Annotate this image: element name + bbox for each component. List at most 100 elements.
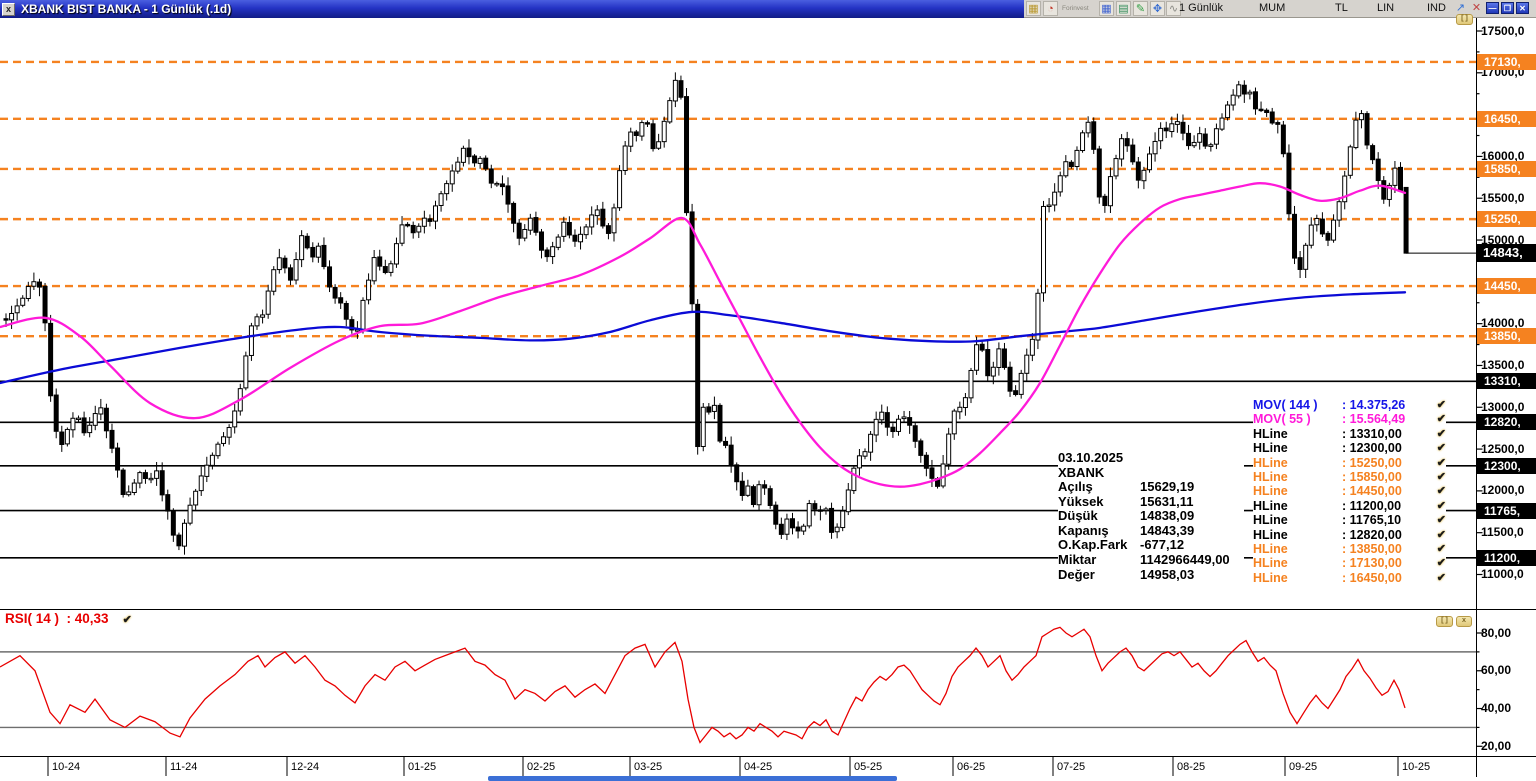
legend-row[interactable]: HLine: 15850,00 ✔ (1253, 470, 1446, 484)
x-axis-month-label: 10-25 (1402, 761, 1431, 773)
x-axis-month-label: 12-24 (291, 761, 320, 773)
legend-row[interactable]: HLine: 13310,00 ✔ (1253, 427, 1446, 441)
x-axis-month-label: 11-24 (170, 761, 198, 773)
indicator-menu[interactable]: IND (1427, 2, 1446, 14)
forinvest-logo[interactable]: Forinvest (1062, 5, 1089, 12)
legend-row-value: : 17130,00 (1342, 556, 1402, 571)
legend-row[interactable]: HLine: 14450,00 ✔ (1253, 484, 1446, 498)
indicator-wave-icon[interactable]: ∿ (1166, 1, 1181, 16)
x-axis-month-label: 01-25 (408, 761, 437, 773)
info-row-label: Yüksek (1058, 493, 1104, 509)
legend-row-name: MOV( 144 ) (1253, 398, 1318, 412)
legend-row[interactable]: MOV( 55 ): 15.564,49 ✔ (1253, 412, 1446, 426)
tools-icon[interactable]: ✕ (1471, 2, 1482, 14)
draw-pencil-icon[interactable]: ✎ (1133, 1, 1148, 16)
rsi-pane-maximize-button[interactable]: [] (1436, 616, 1453, 627)
legend-row-value: : 13310,00 (1342, 426, 1402, 441)
hline-price-badge: 17130, (1477, 53, 1536, 70)
info-row: Açılış 15629,19 (1058, 479, 1244, 495)
price-tick-label: 13000,0 (1481, 399, 1525, 414)
legend-row-name: HLine (1253, 556, 1288, 571)
legend-row[interactable]: HLine: 16450,00 ✔ (1253, 571, 1446, 585)
legend-check-icon[interactable]: ✔ (1436, 542, 1446, 555)
price-tick-label: 13500,0 (1481, 357, 1525, 372)
price-tick-label: 15000,0 (1481, 232, 1525, 247)
legend-row-value: : 15850,00 (1342, 469, 1402, 484)
info-row-label: Kapanış (1058, 522, 1109, 538)
hline-price-badge: 11200, (1477, 549, 1536, 566)
legend-check-icon[interactable]: ✔ (1436, 413, 1446, 426)
hline-price-badge: 16450, (1477, 110, 1536, 127)
legend-row[interactable]: MOV( 144 ) : 14.375,26 ✔ (1253, 398, 1446, 412)
legend-row[interactable]: HLine: 13850,00 ✔ (1253, 542, 1446, 556)
legend-row[interactable]: HLine : 12300,00 ✔ (1253, 441, 1446, 455)
legend-check-icon[interactable]: ✔ (1436, 456, 1446, 469)
rsi-pane-close-button[interactable]: x (1456, 616, 1472, 627)
legend-check-icon[interactable]: ✔ (1436, 442, 1446, 455)
legend-check-icon[interactable]: ✔ (1436, 557, 1446, 570)
hline-price-badge: 14450, (1477, 278, 1536, 295)
info-row: Yüksek 15631,11 (1058, 493, 1244, 510)
legend-check-icon[interactable]: ✔ (1436, 485, 1446, 498)
legend-row-value: : 14450,00 (1342, 484, 1402, 499)
h-scrollbar-thumb[interactable] (488, 776, 897, 781)
legend-row-value: : 16450,00 (1342, 570, 1402, 585)
matrix-grid-icon[interactable]: ▦ (1099, 1, 1114, 16)
legend-row[interactable]: HLine: 11200,00 ✔ (1253, 499, 1446, 513)
x-axis-month-label: 08-25 (1177, 761, 1206, 773)
chart-style-menu[interactable]: MUM (1259, 2, 1286, 14)
rsi-tick-label: 60,00 (1481, 663, 1512, 678)
legend-row-name: HLine (1253, 441, 1288, 456)
titlebar-close-icon[interactable]: x (2, 2, 15, 16)
legend-check-icon[interactable]: ✔ (1436, 427, 1446, 440)
legend-row-name: HLine (1253, 541, 1288, 556)
top-bar: x XBANK BIST BANKA - 1 Günlük (.1d) ▦ ◔ Fo… (0, 0, 1536, 18)
legend-check-icon[interactable]: ✔ (1436, 399, 1446, 411)
legend-check-icon[interactable]: ✔ (1436, 571, 1446, 584)
info-row-value: 15629,19 (1140, 479, 1195, 494)
legend-check-icon[interactable]: ✔ (1436, 528, 1446, 541)
hline-price-badge: 11765, (1477, 502, 1536, 519)
legend-row-value: : 12300,00 (1342, 441, 1402, 456)
x-axis-month-label: 05-25 (854, 761, 883, 773)
titlebar: x XBANK BIST BANKA - 1 Günlük (.1d) (0, 0, 1024, 18)
legend-row[interactable]: HLine : 17130,00 ✔ (1253, 556, 1446, 570)
price-tick-label: 11000,0 (1481, 566, 1524, 581)
info-row-label: Değer (1058, 566, 1095, 582)
rsi-check-icon[interactable]: ✔ (122, 614, 132, 626)
legend-row-value: : 11765,10 (1342, 513, 1402, 528)
compass-tool-icon[interactable]: ✥ (1150, 1, 1165, 16)
minimize-button[interactable]: — (1486, 2, 1499, 14)
legend-check-icon[interactable]: ✔ (1436, 514, 1446, 527)
info-row-value: 1142966449,00 (1140, 551, 1230, 567)
last-price-badge: 14843, (1477, 244, 1536, 263)
alarm-icon[interactable]: ◔ (1043, 1, 1058, 16)
info-row: Kapanış 14843,39 (1058, 522, 1244, 539)
chart-colors-icon[interactable]: ▤ (1116, 1, 1131, 16)
legend-row-value: : 15250,00 (1342, 455, 1402, 470)
send-arrow-icon[interactable]: ↗ (1455, 2, 1466, 14)
info-row: Değer 14958,03 (1058, 566, 1244, 583)
scale-menu[interactable]: LIN (1377, 2, 1395, 14)
restore-button[interactable]: ❒ (1501, 2, 1514, 14)
legend-row[interactable]: HLine: 15250,00 ✔ (1253, 456, 1446, 470)
currency-menu[interactable]: TL (1335, 2, 1348, 14)
price-pane-maximize-button[interactable]: [] (1456, 14, 1473, 25)
legend-check-icon[interactable]: ✔ (1436, 499, 1446, 512)
close-button[interactable]: ✕ (1516, 2, 1529, 14)
legend-row-value: : 12820,00 (1342, 527, 1402, 542)
legend-row-value: : 15.564,49 (1342, 412, 1406, 427)
info-row: Miktar 1142966449,00 (1058, 551, 1244, 568)
legend-row[interactable]: HLine: 11765,10 ✔ (1253, 513, 1446, 527)
legend-row-value: : 14.375,26 (1342, 398, 1406, 412)
legend-check-icon[interactable]: ✔ (1436, 470, 1446, 483)
legend-row[interactable]: HLine: 12820,00 ✔ (1253, 528, 1446, 542)
info-row-value: 14958,03 (1140, 566, 1195, 582)
info-row-label: Açılış (1058, 479, 1093, 494)
market-watch-icon[interactable]: ▦ (1026, 1, 1041, 16)
hline-price-badge: 12820, (1477, 414, 1536, 431)
period-menu[interactable]: 1 Günlük (1179, 2, 1224, 14)
info-row-label: Düşük (1058, 508, 1098, 524)
